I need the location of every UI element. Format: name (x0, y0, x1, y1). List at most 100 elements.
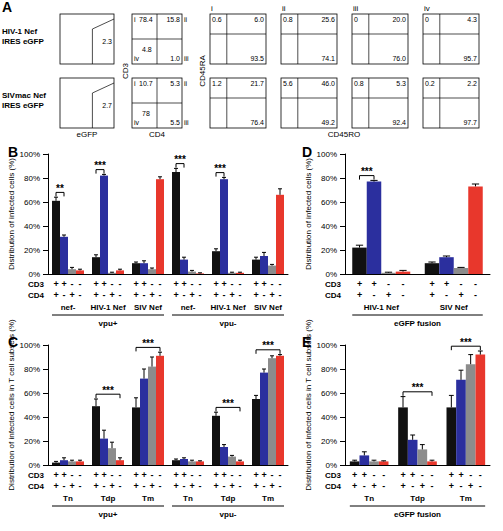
svg-text:-: - (79, 470, 82, 480)
svg-text:Tdp: Tdp (410, 494, 425, 503)
svg-text:+: + (449, 470, 454, 480)
svg-text:***: *** (262, 340, 274, 351)
svg-text:-: - (279, 470, 282, 480)
svg-text:SIV Nef: SIV Nef (254, 303, 282, 312)
svg-text:+: + (213, 279, 218, 289)
svg-text:15.8: 15.8 (166, 16, 180, 23)
svg-text:+: + (213, 470, 218, 480)
svg-text:-: - (71, 279, 74, 289)
svg-text:0: 0 (425, 16, 429, 23)
svg-text:-: - (271, 279, 274, 289)
svg-text:5.3: 5.3 (170, 80, 180, 87)
svg-text:0.2: 0.2 (425, 80, 435, 87)
svg-text:nef-: nef- (181, 303, 196, 312)
svg-text:-: - (239, 481, 242, 491)
svg-text:+: + (261, 470, 266, 480)
svg-text:40%: 40% (321, 413, 337, 422)
svg-text:-: - (445, 290, 448, 300)
svg-text:+: + (213, 290, 218, 300)
svg-text:-: - (151, 470, 154, 480)
svg-text:+: + (141, 470, 146, 480)
svg-text:Distribution of infected cells: Distribution of infected cells (%) (304, 158, 313, 270)
svg-text:vpu-: vpu- (220, 319, 237, 328)
svg-text:0.8: 0.8 (354, 80, 364, 87)
svg-text:40%: 40% (321, 222, 337, 231)
svg-text:-: - (191, 470, 194, 480)
svg-text:20%: 20% (321, 437, 337, 446)
svg-text:+: + (93, 470, 98, 480)
svg-text:+: + (141, 279, 146, 289)
svg-text:-: - (119, 290, 122, 300)
svg-text:78.4: 78.4 (139, 16, 153, 23)
svg-text:-: - (143, 481, 146, 491)
svg-text:iii: iii (353, 4, 359, 13)
svg-text:-: - (223, 290, 226, 300)
svg-text:+: + (229, 481, 234, 491)
svg-text:-: - (239, 470, 242, 480)
svg-text:-: - (431, 470, 434, 480)
svg-text:60%: 60% (321, 198, 337, 207)
svg-text:0.8: 0.8 (283, 16, 293, 23)
svg-text:-: - (279, 481, 282, 491)
svg-text:i: i (134, 80, 136, 87)
svg-text:100%: 100% (20, 341, 40, 350)
svg-text:-: - (199, 279, 202, 289)
svg-text:-: - (382, 470, 385, 480)
svg-text:-: - (79, 279, 82, 289)
svg-text:+: + (173, 279, 178, 289)
svg-text:+: + (133, 279, 138, 289)
svg-text:Tn: Tn (183, 494, 193, 503)
svg-text:-: - (479, 470, 482, 480)
svg-text:-: - (411, 481, 414, 491)
svg-text:+: + (269, 481, 274, 491)
svg-text:+: + (253, 290, 258, 300)
svg-text:76.4: 76.4 (250, 119, 264, 126)
svg-text:80%: 80% (24, 365, 40, 374)
svg-text:+: + (181, 470, 186, 480)
svg-text:0.6: 0.6 (212, 16, 222, 23)
svg-text:46.0: 46.0 (321, 80, 335, 87)
svg-text:B: B (8, 144, 18, 160)
svg-text:***: *** (222, 398, 234, 409)
svg-text:2.3: 2.3 (102, 38, 112, 45)
svg-text:1.0: 1.0 (170, 55, 180, 62)
svg-text:+: + (357, 290, 362, 300)
svg-text:+: + (53, 481, 58, 491)
svg-text:4.8: 4.8 (142, 46, 152, 53)
svg-text:-: - (223, 481, 226, 491)
svg-text:5.3: 5.3 (396, 80, 406, 87)
svg-text:+: + (61, 470, 66, 480)
svg-text:+: + (61, 279, 66, 289)
svg-text:-: - (431, 481, 434, 491)
svg-text:6.0: 6.0 (254, 16, 264, 23)
svg-text:Tdp: Tdp (101, 494, 116, 503)
svg-text:+: + (53, 290, 58, 300)
svg-text:+: + (133, 290, 138, 300)
svg-text:5.6: 5.6 (283, 80, 293, 87)
svg-text:***: *** (94, 160, 106, 171)
svg-text:-: - (159, 470, 162, 480)
svg-text:1.2: 1.2 (212, 80, 222, 87)
svg-text:+: + (444, 279, 449, 289)
svg-text:***: *** (142, 338, 154, 349)
svg-text:+: + (213, 481, 218, 491)
svg-text:+: + (429, 279, 434, 289)
svg-text:-: - (159, 481, 162, 491)
svg-text:+: + (149, 481, 154, 491)
svg-text:-: - (263, 481, 266, 491)
svg-text:20%: 20% (24, 246, 40, 255)
svg-text:-: - (474, 279, 477, 289)
svg-text:25.6: 25.6 (321, 16, 335, 23)
svg-text:vpu-: vpu- (220, 510, 237, 519)
svg-text:+: + (371, 481, 376, 491)
svg-text:-: - (159, 290, 162, 300)
svg-text:-: - (151, 279, 154, 289)
svg-text:-: - (199, 481, 202, 491)
svg-text:-: - (183, 290, 186, 300)
svg-text:-: - (363, 481, 366, 491)
svg-text:-: - (474, 290, 477, 300)
svg-text:0%: 0% (28, 270, 40, 279)
svg-text:iv: iv (134, 55, 140, 62)
svg-text:40%: 40% (24, 413, 40, 422)
svg-text:***: *** (460, 337, 472, 348)
